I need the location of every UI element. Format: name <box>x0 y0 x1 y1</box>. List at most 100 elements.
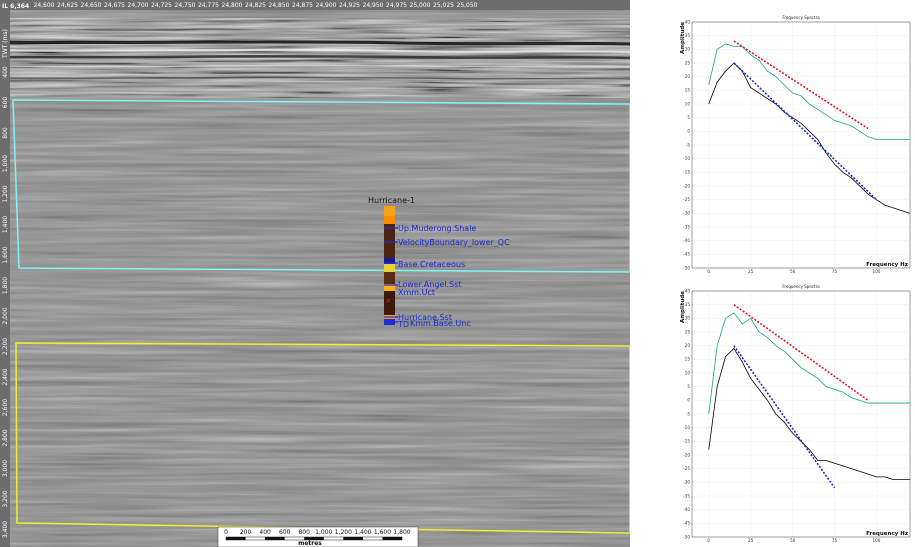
scale-bar-blocks <box>226 537 402 540</box>
marker-label-td: TD <box>397 320 409 329</box>
x-tick-label: 75 <box>832 538 838 543</box>
y-tick-label: -25 <box>683 197 690 202</box>
scale-block <box>226 537 246 540</box>
top-tick-label: 24,700 <box>128 2 149 9</box>
x-tick-label: 50 <box>790 269 796 274</box>
yellow-analysis-window[interactable] <box>15 342 630 534</box>
top-tick-label: 24,800 <box>222 2 243 9</box>
y-tick-label: 30 <box>685 316 691 321</box>
scale-tick-label: 1,800 <box>393 529 410 536</box>
x-tick-label: 100 <box>872 269 880 274</box>
left-tick-label: 1,800 <box>2 277 9 294</box>
top-tick-label: 24,725 <box>151 2 172 9</box>
well-log-segment <box>384 206 395 216</box>
top-tick-label: 24,625 <box>57 2 78 9</box>
y-tick-label: -30 <box>683 211 690 216</box>
y-tick-label: -20 <box>683 183 690 188</box>
scale-tick-label: 1,600 <box>374 529 391 536</box>
y-tick-label: 25 <box>685 60 691 65</box>
top-tick-label: 24,600 <box>34 2 55 9</box>
top-tick-label: 24,950 <box>363 2 384 9</box>
y-tick-label: -15 <box>683 439 690 444</box>
left-tick-label: 600 <box>2 97 9 109</box>
scale-tick-label: 800 <box>298 529 310 536</box>
well-hurricane-1[interactable]: Hurricane-1 × Up.Muderong.Shale Velocity… <box>368 196 510 329</box>
y-tick-label: 5 <box>687 115 690 120</box>
marker-label-base-cretaceous: Base.Cretaceous <box>398 260 465 269</box>
y-tick-label: -50 <box>683 265 690 270</box>
y-tick-label: 40 <box>685 19 691 24</box>
left-tick-label: 1,400 <box>2 216 9 233</box>
left-tick-label: 1,600 <box>2 246 9 263</box>
y-tick-label: 5 <box>687 384 690 389</box>
left-axis-ticks: 400 600 800 1,000 1,200 1,400 1,600 1,800 2,000 2… <box>2 66 9 538</box>
left-axis-bar <box>0 10 10 547</box>
y-tick-label: -10 <box>683 425 690 430</box>
scale-tick-label: 600 <box>279 529 291 536</box>
y-tick-label: -50 <box>683 534 690 539</box>
inline-label: IL 6,364 <box>2 3 29 10</box>
y-tick-label: -35 <box>683 224 690 229</box>
well-log-segment <box>384 272 395 284</box>
y-tick-label: 40 <box>685 288 691 293</box>
x-tick-label: 75 <box>832 269 838 274</box>
x-tick-label: 0 <box>707 538 710 543</box>
scale-tick-label: 200 <box>240 529 252 536</box>
top-tick-label: 24,900 <box>316 2 337 9</box>
spectrum-series-3 <box>733 40 869 130</box>
top-tick-label: 24,975 <box>386 2 407 9</box>
y-axis-label: Amplitude <box>680 22 686 54</box>
spectrum-series-4 <box>733 62 878 201</box>
top-tick-label: 24,775 <box>198 2 219 9</box>
scale-bar: 0 200 400 600 800 1,000 1,200 1,400 1,600 1,800 m… <box>217 526 419 547</box>
scale-tick-label: 400 <box>259 529 271 536</box>
top-tick-label: 24,825 <box>245 2 266 9</box>
seismic-section-panel[interactable]: 24,600 24,625 24,650 24,675 24,700 24,725 24,7… <box>0 0 630 547</box>
y-axis-label: Amplitude <box>680 291 686 323</box>
x-tick-label: 25 <box>748 269 754 274</box>
y-tick-label: 20 <box>685 343 691 348</box>
y-tick-label: -45 <box>683 252 690 257</box>
well-log-segment <box>384 284 395 291</box>
spectrum-series-4 <box>733 345 836 489</box>
y-tick-label: -40 <box>683 238 690 243</box>
y-tick-label: -45 <box>683 521 690 526</box>
top-tick-label: 25,025 <box>433 2 454 9</box>
well-log-segment <box>384 224 395 258</box>
well-log-segment <box>384 258 395 264</box>
spectrum-series-1 <box>708 43 910 140</box>
marker-label-velocity-boundary: VelocityBoundary_lower_QC <box>398 238 510 247</box>
well-core-marker-icon: × <box>385 296 392 305</box>
y-tick-label: 30 <box>685 47 691 52</box>
frequency-spectra-chart-2[interactable]: Frequency Spectra4035302520151050-5-10-1… <box>680 284 911 543</box>
y-tick-label: 35 <box>685 302 691 307</box>
y-tick-label: -30 <box>683 480 690 485</box>
x-tick-label: 50 <box>790 538 796 543</box>
y-tick-label: 10 <box>685 101 691 106</box>
scale-bar-ticks: 0 200 400 600 800 1,000 1,200 1,400 1,600 1,800 <box>224 529 411 536</box>
y-tick-label: -40 <box>683 507 690 512</box>
cyan-analysis-window[interactable] <box>12 99 630 273</box>
x-axis-label: Frequency Hz <box>866 531 908 537</box>
top-tick-label: 24,750 <box>175 2 196 9</box>
well-log-segment <box>384 216 395 224</box>
scale-block <box>382 537 402 540</box>
chart-title: Frequency Spectra <box>782 284 820 289</box>
top-tick-label: 24,875 <box>292 2 313 9</box>
y-tick-label: -5 <box>686 411 691 416</box>
frequency-spectra-chart-1[interactable]: Frequency Spectra4035302520151050-5-10-1… <box>680 15 911 274</box>
y-tick-label: 0 <box>687 398 690 403</box>
seismic-section-canvas[interactable]: 24,600 24,625 24,650 24,675 24,700 24,725 24,7… <box>0 0 630 547</box>
x-tick-label: 0 <box>707 269 710 274</box>
x-axis-label: Frequency Hz <box>866 262 908 268</box>
scale-block <box>343 537 363 540</box>
seismic-strong-reflectors <box>0 40 630 80</box>
top-tick-label: 25,000 <box>410 2 431 9</box>
y-tick-label: -35 <box>683 493 690 498</box>
top-tick-label: 25,050 <box>457 2 478 9</box>
top-tick-label: 24,925 <box>339 2 360 9</box>
spectra-background <box>630 0 915 547</box>
scale-tick-label: 0 <box>224 529 228 536</box>
y-tick-label: -15 <box>683 170 690 175</box>
marker-label-xmm-uct: Xmm.Uct <box>398 288 435 297</box>
